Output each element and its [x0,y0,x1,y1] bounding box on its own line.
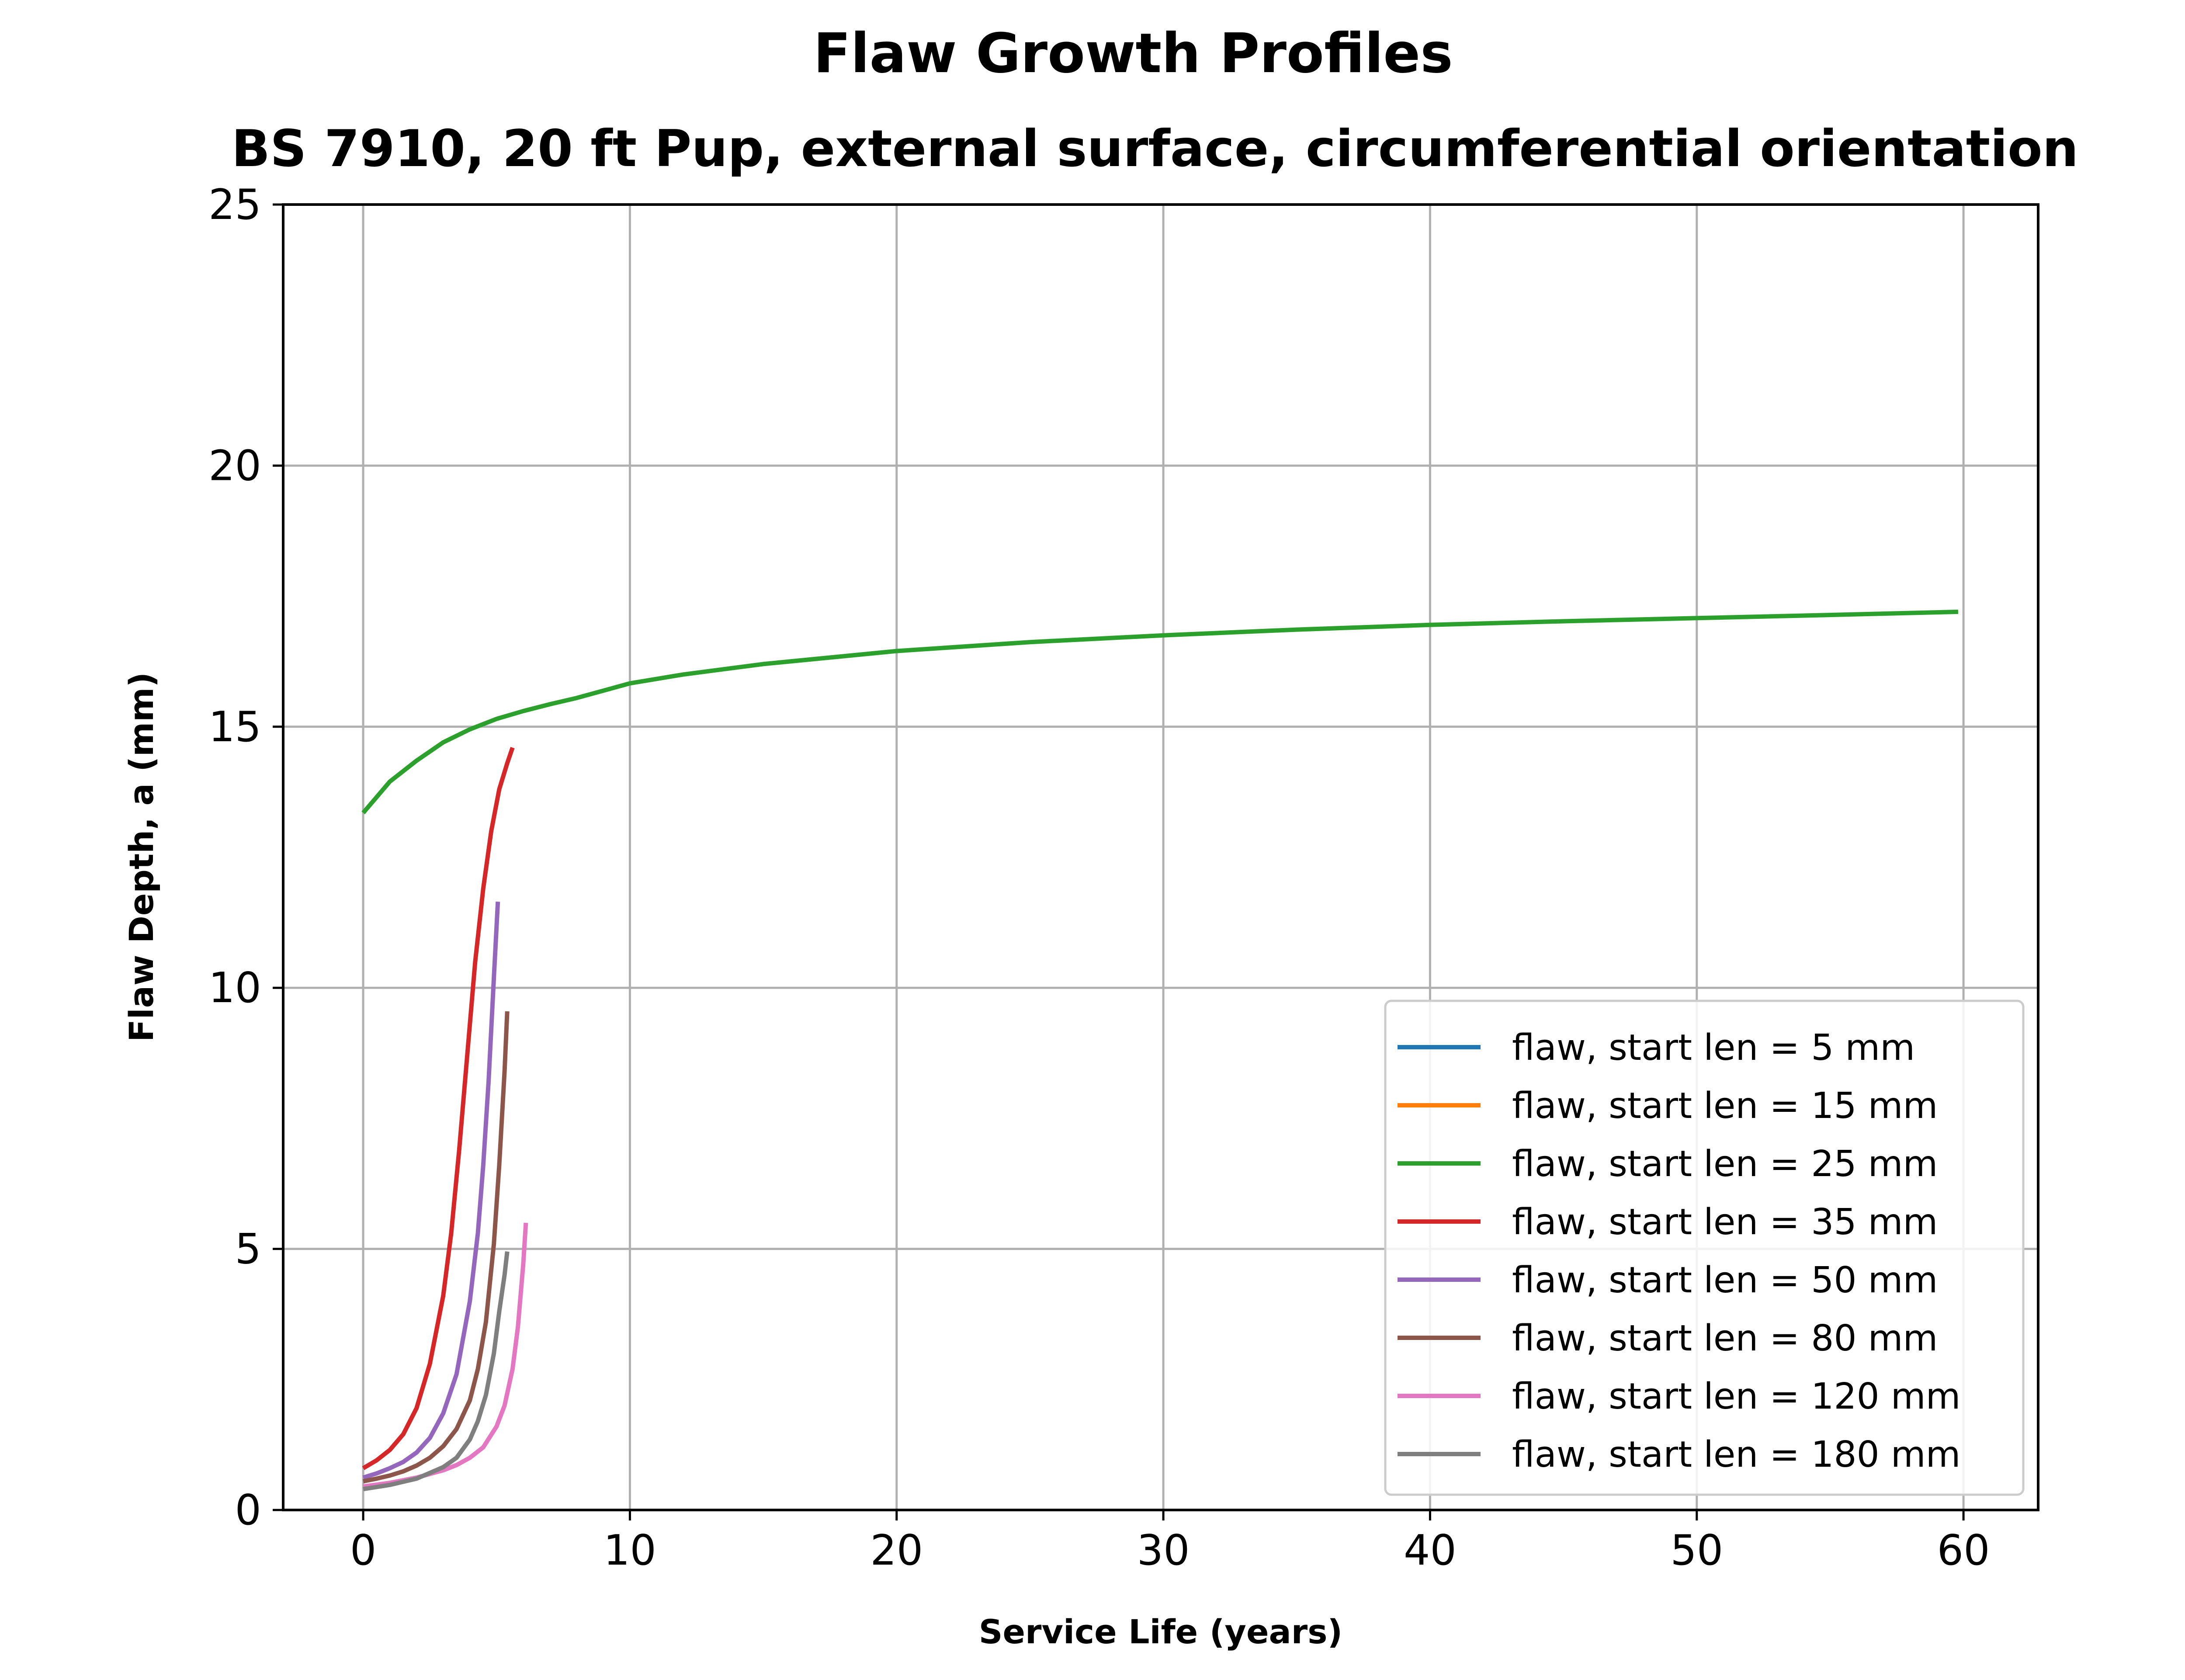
x-tick-label: 0 [350,1527,376,1575]
legend-label: flaw, start len = 25 mm [1512,1143,1938,1185]
y-axis-label: Flaw Depth, a (mm) [122,672,161,1042]
x-tick-label: 50 [1670,1527,1723,1575]
y-tick-label: 20 [208,442,261,490]
plot-series [361,609,1959,1492]
legend: flaw, start len = 5 mm flaw, start len = … [1384,1000,2025,1496]
legend-box [1384,1000,2025,1496]
series-line-4 [362,901,500,1480]
legend-label: flaw, start len = 5 mm [1512,1027,1915,1069]
x-tick-label: 60 [1937,1527,1990,1575]
y-tick-label: 15 [208,703,261,751]
plot-frame [282,203,2039,1511]
series-line-2 [361,609,1959,815]
series-line-7 [363,1251,510,1492]
legend-label: flaw, start len = 80 mm [1512,1318,1938,1359]
x-axis-label: Service Life (years) [979,1612,1343,1651]
legend-label: flaw, start len = 50 mm [1512,1260,1938,1301]
y-tick-label: 25 [208,181,261,229]
legend-label: flaw, start len = 15 mm [1512,1085,1938,1127]
x-tick-label: 40 [1404,1527,1457,1575]
x-tick-label: 10 [603,1527,656,1575]
y-tick-label: 10 [208,964,261,1012]
chart-title: Flaw Growth Profiles [813,22,1453,85]
y-tick-label: 5 [235,1225,261,1274]
y-tick-label: 0 [235,1486,261,1534]
x-tick-label: 30 [1137,1527,1190,1575]
series-line-3 [362,746,515,1470]
legend-label: flaw, start len = 180 mm [1512,1434,1961,1475]
x-tick-label: 20 [870,1527,923,1575]
chart-subtitle: BS 7910, 20 ft Pup, external surface, ci… [232,119,2078,178]
axis-ticks: 0 10 20 30 40 50 60 0 5 10 15 20 25 [208,181,1990,1575]
series-line-5 [363,1011,510,1484]
legend-label: flaw, start len = 35 mm [1512,1201,1938,1243]
legend-label: flaw, start len = 120 mm [1512,1376,1961,1417]
